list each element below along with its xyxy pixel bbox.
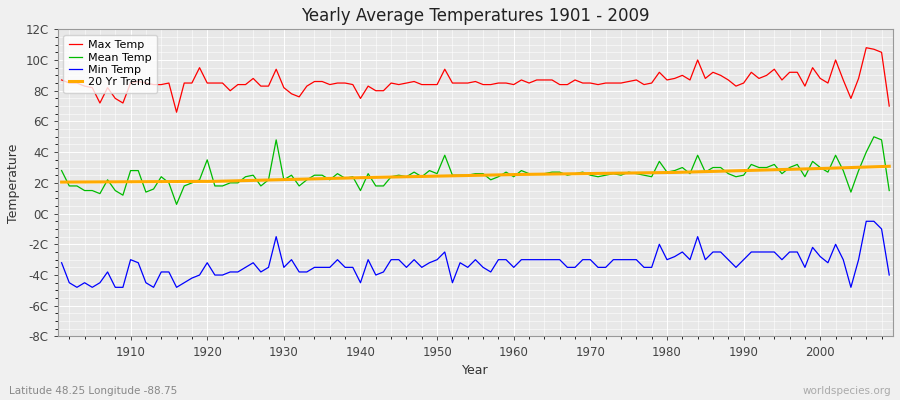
Legend: Max Temp, Mean Temp, Min Temp, 20 Yr Trend: Max Temp, Mean Temp, Min Temp, 20 Yr Tre…	[63, 35, 157, 93]
Mean Temp	[293, 184, 304, 188]
X-axis label: Year: Year	[462, 364, 489, 377]
Min Temp	[884, 273, 895, 278]
Min Temp	[339, 265, 350, 270]
Min Temp	[293, 270, 304, 274]
Min Temp	[516, 257, 526, 262]
20 Yr Trend	[670, 170, 680, 175]
20 Yr Trend	[823, 166, 833, 171]
Min Temp	[508, 265, 519, 270]
Mean Temp	[868, 134, 879, 139]
Max Temp	[508, 82, 519, 87]
20 Yr Trend	[56, 180, 67, 184]
Mean Temp	[171, 202, 182, 207]
Mean Temp	[884, 188, 895, 193]
Mean Temp	[56, 168, 67, 173]
Max Temp	[516, 78, 526, 82]
Mean Temp	[508, 174, 519, 179]
Min Temp	[608, 257, 619, 262]
Y-axis label: Temperature: Temperature	[7, 143, 20, 222]
Mean Temp	[118, 193, 129, 198]
Mean Temp	[608, 171, 619, 176]
Title: Yearly Average Temperatures 1901 - 2009: Yearly Average Temperatures 1901 - 2009	[302, 7, 650, 25]
Min Temp	[125, 257, 136, 262]
Min Temp	[860, 219, 871, 224]
Max Temp	[56, 78, 67, 82]
Min Temp	[71, 285, 82, 290]
Max Temp	[884, 104, 895, 108]
Mean Temp	[516, 168, 526, 173]
20 Yr Trend	[516, 172, 526, 177]
Max Temp	[171, 110, 182, 115]
Max Temp	[118, 101, 129, 106]
Text: Latitude 48.25 Longitude -88.75: Latitude 48.25 Longitude -88.75	[9, 386, 177, 396]
Text: worldspecies.org: worldspecies.org	[803, 386, 891, 396]
Min Temp	[56, 260, 67, 265]
Max Temp	[293, 94, 304, 99]
20 Yr Trend	[884, 164, 895, 169]
Line: Min Temp: Min Temp	[61, 221, 889, 287]
Max Temp	[860, 45, 871, 50]
Line: Mean Temp: Mean Temp	[61, 137, 889, 204]
20 Yr Trend	[363, 175, 374, 180]
Mean Temp	[339, 176, 350, 181]
Line: Max Temp: Max Temp	[61, 48, 889, 112]
Max Temp	[339, 81, 350, 86]
20 Yr Trend	[210, 179, 220, 184]
Max Temp	[608, 81, 619, 86]
Line: 20 Yr Trend: 20 Yr Trend	[61, 166, 889, 182]
